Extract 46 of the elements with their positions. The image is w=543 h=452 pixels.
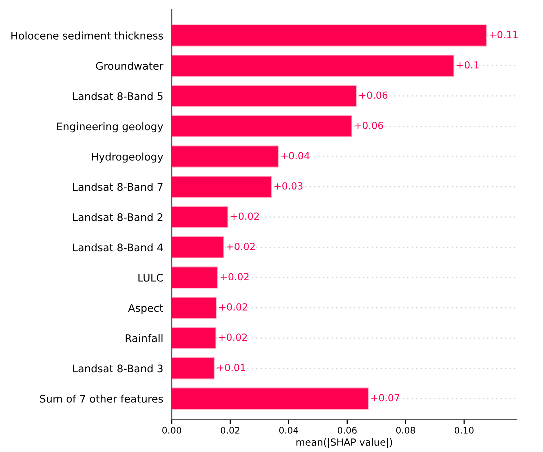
data-label: +0.1 [457, 61, 479, 69]
bar [172, 176, 272, 198]
bar [172, 358, 215, 380]
x-tick-label: 0.08 [396, 427, 416, 434]
bar [172, 115, 353, 138]
data-label: +0.04 [282, 152, 310, 160]
y-tick-label: Landsat 8-Band 7 [73, 183, 163, 192]
bar [172, 24, 488, 47]
x-axis-title: mean(|SHAP value|) [296, 438, 392, 448]
data-label: +0.07 [372, 394, 400, 402]
y-tick-label: Engineering geology [57, 122, 164, 133]
y-tick-label: Landsat 8-Band 4 [73, 244, 164, 252]
data-label: +0.06 [355, 122, 384, 130]
data-label: +0.02 [220, 304, 248, 311]
x-tick-label: 0.00 [162, 427, 182, 434]
y-tick-label: Landsat 8-Band 5 [73, 92, 163, 100]
y-tick-label: Hydrogeology [92, 152, 164, 163]
bar [172, 54, 455, 77]
y-tick-label: Holocene sediment thickness [12, 32, 164, 40]
data-label: +0.03 [274, 182, 303, 190]
data-label: +0.02 [221, 273, 249, 281]
data-label: +0.01 [217, 364, 246, 372]
bar [172, 85, 357, 108]
data-label: +0.02 [219, 334, 248, 342]
y-tick-label: Groundwater [96, 62, 164, 70]
y-tick-label: Aspect [128, 304, 164, 314]
x-tick-label: 0.04 [279, 427, 298, 434]
bar [172, 266, 218, 289]
x-tick-label: 0.06 [338, 427, 357, 434]
bar [172, 206, 229, 228]
bar [172, 236, 224, 259]
y-tick-label: Sum of 7 other features [40, 394, 164, 403]
x-tick-label: 0.10 [454, 427, 474, 434]
data-label: +0.11 [490, 31, 518, 39]
bar [172, 297, 217, 320]
x-tick-label: 0.02 [221, 427, 240, 434]
y-tick-label: Landsat 8-Band 3 [73, 364, 163, 373]
y-tick-label: LULC [138, 274, 164, 282]
bar [172, 146, 279, 168]
data-label: +0.02 [231, 212, 260, 220]
data-label: +0.06 [360, 92, 388, 100]
y-tick-label: Rainfall [126, 334, 163, 342]
bar [172, 327, 217, 350]
y-tick-label: Landsat 8-Band 2 [73, 213, 163, 222]
bar [172, 388, 369, 410]
data-label: +0.02 [227, 242, 255, 250]
